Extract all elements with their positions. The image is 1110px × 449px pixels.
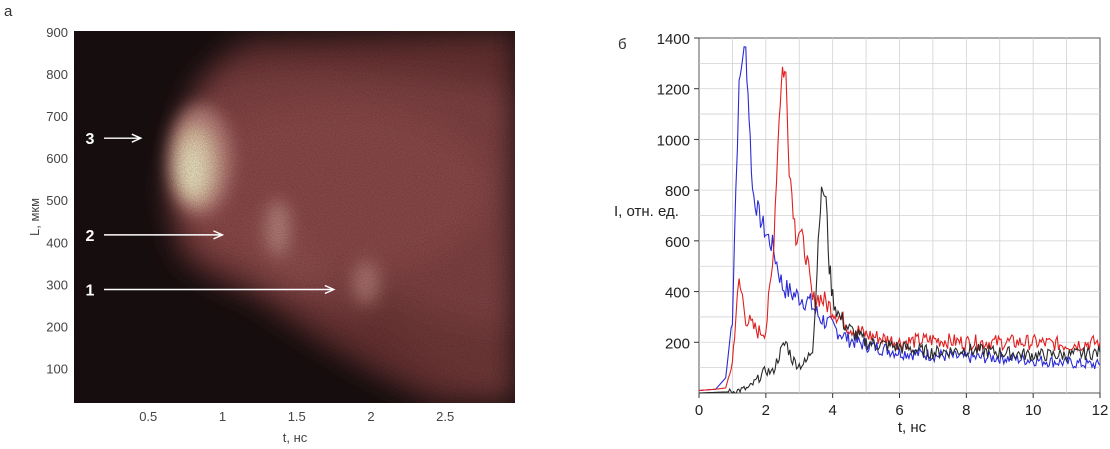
heatmap-x-tick-label: 1.5 [288,409,306,424]
y-tick-label: 1400 [657,31,690,48]
heatmap-x-tick-label: 2.5 [436,409,454,424]
y-tick-label: 800 [665,183,690,200]
heatmap-x-axis-title: t, нс [283,430,308,445]
x-tick-label: 4 [828,402,836,419]
y-axis-title: I, отн. ед. [614,203,679,220]
heatmap-panel-a: 0.5 1 1.5 2 2.5 100 200 300 400 500 600 700 800 900 t,… [27,25,515,445]
heatmap-y-tick-label: 900 [46,25,68,40]
heatmap-x-tick-label: 0.5 [139,409,157,424]
series-line-2 [698,66,1101,392]
annotation-label: 2 [86,228,95,245]
x-axis-title: t, нс [898,419,927,436]
series-lines [698,46,1101,394]
annotation-arrowhead [213,230,225,240]
heatmap-annotations: 3 2 1 [86,131,336,300]
heatmap-y-tick-label: 600 [46,151,68,166]
x-tick-label: 0 [695,402,703,419]
heatmap-y-axis-title: L, мкм [27,198,42,236]
y-tick-label: 1200 [657,82,690,99]
x-tick-label: 10 [1025,402,1042,419]
annotation-label: 3 [86,131,95,148]
heatmap-x-tick-label: 1 [219,409,226,424]
heatmap-y-tick-label: 400 [46,235,68,250]
annotation-arrowhead [131,133,143,143]
y-tick-label: 1000 [657,132,690,149]
y-tick-label: 200 [665,335,690,352]
panel-a-letter: a [4,3,13,20]
heatmap-y-tick-label: 700 [46,109,68,124]
heatmap-y-tick-label: 200 [46,319,68,334]
panel-b-letter: б [618,36,627,53]
annotation-label: 1 [86,283,95,300]
annotation-arrowhead [324,284,336,295]
y-tick-label: 600 [665,234,690,251]
x-tick-label: 8 [962,402,970,419]
heatmap-emission [74,31,515,403]
x-tick-label: 12 [1092,402,1109,419]
x-tick-label: 6 [895,402,903,419]
heatmap-y-tick-label: 500 [46,193,68,208]
heatmap-y-tick-label: 300 [46,277,68,292]
y-tick-label: 400 [665,285,690,302]
x-tick-label: 2 [762,402,770,419]
heatmap-y-tick-label: 100 [46,361,68,376]
line-chart-panel-b: 0 2 4 6 8 10 12 200 400 600 800 1000 1200 1400 t, нс I,… [614,31,1108,436]
grid [699,38,1100,393]
line-chart-axes: 0 2 4 6 8 10 12 200 400 600 800 1000 1200 1400 t, нс I,… [614,31,1108,436]
series-line-1 [698,46,1101,392]
heatmap-axes: 0.5 1 1.5 2 2.5 100 200 300 400 500 600 700 800 900 t,… [27,25,454,445]
heatmap-y-tick-label: 800 [46,67,68,82]
heatmap-x-tick-label: 2 [367,409,374,424]
series-line-3 [698,186,1101,394]
